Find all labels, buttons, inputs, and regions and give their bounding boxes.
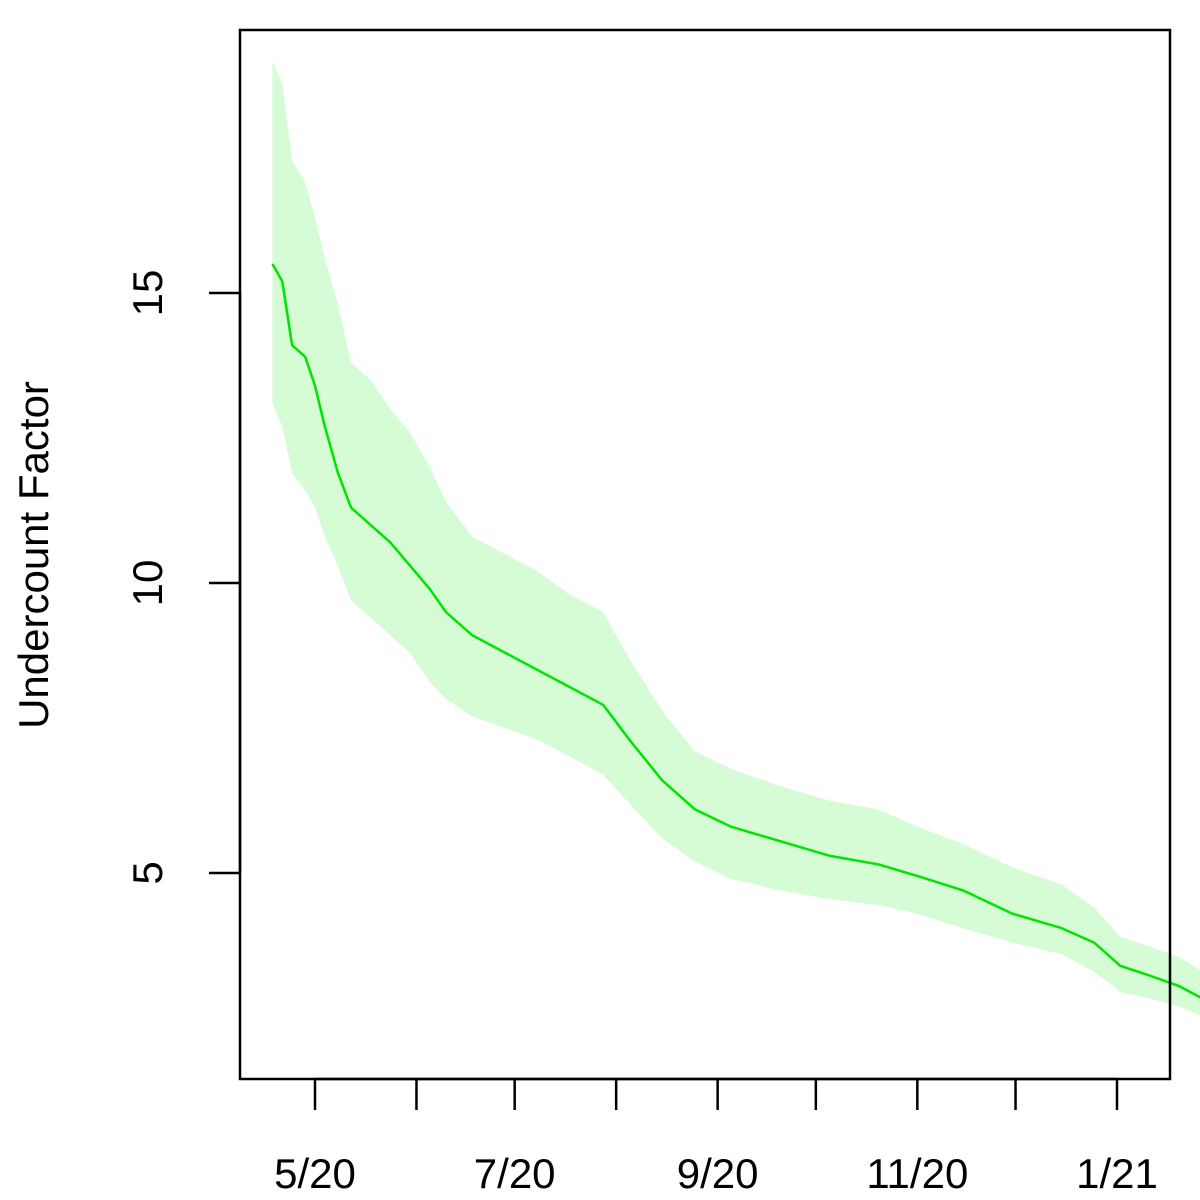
y-axis: 5 10 15 [124, 270, 242, 885]
y-tick-label: 15 [124, 270, 171, 317]
confidence-band-layer [272, 61, 1200, 1016]
x-tick-label: 7/20 [474, 1150, 556, 1197]
x-tick-label: 9/20 [677, 1150, 759, 1197]
x-tick-label: 5/20 [274, 1150, 356, 1197]
x-tick-label: 11/20 [866, 1150, 968, 1197]
y-axis-label: Undercount Factor [10, 381, 57, 729]
x-tick-label: 1/21 [1076, 1150, 1158, 1197]
series-line-layer [271, 263, 1200, 999]
x-axis: 5/20 7/20 9/20 11/20 1/21 [274, 1077, 1158, 1197]
y-tick-label: 5 [124, 861, 171, 884]
confidence-band [272, 61, 1200, 1016]
y-tick-label: 10 [124, 560, 171, 607]
